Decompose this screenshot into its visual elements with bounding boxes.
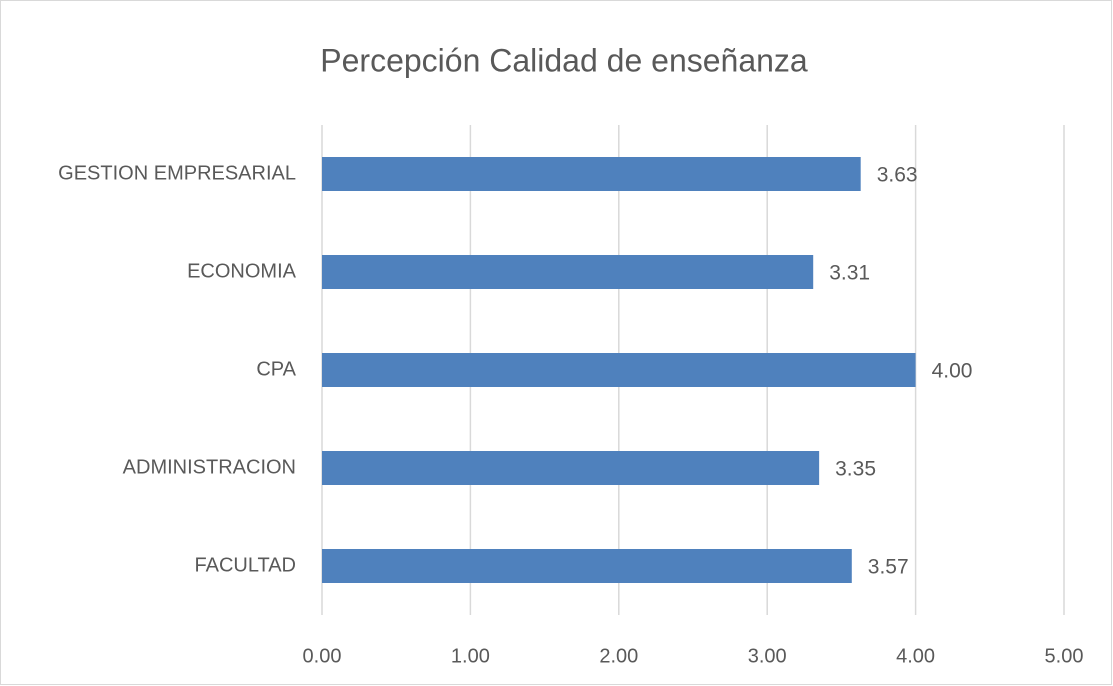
chart-title: Percepción Calidad de enseñanza xyxy=(320,42,808,78)
x-tick-label: 0.00 xyxy=(303,645,342,667)
bar xyxy=(322,157,861,191)
bar xyxy=(322,255,814,289)
y-tick-label: GESTION EMPRESARIAL xyxy=(58,162,296,184)
y-tick-label: ADMINISTRACION xyxy=(123,456,296,478)
x-tick-label: 3.00 xyxy=(748,645,787,667)
x-tick-label: 2.00 xyxy=(599,645,638,667)
y-tick-label: ECONOMIA xyxy=(187,260,297,282)
x-tick-label: 5.00 xyxy=(1045,645,1084,667)
data-label: 3.31 xyxy=(829,262,870,285)
data-label: 3.35 xyxy=(835,458,876,481)
bar xyxy=(322,451,820,485)
data-label: 4.00 xyxy=(932,360,973,383)
y-tick-label: CPA xyxy=(256,358,296,380)
data-label: 3.57 xyxy=(868,556,909,579)
bar xyxy=(322,549,852,583)
bar xyxy=(322,353,916,387)
x-tick-label: 4.00 xyxy=(896,645,935,667)
y-tick-label: FACULTAD xyxy=(195,554,297,576)
x-tick-label: 1.00 xyxy=(451,645,490,667)
data-label: 3.63 xyxy=(877,164,918,187)
